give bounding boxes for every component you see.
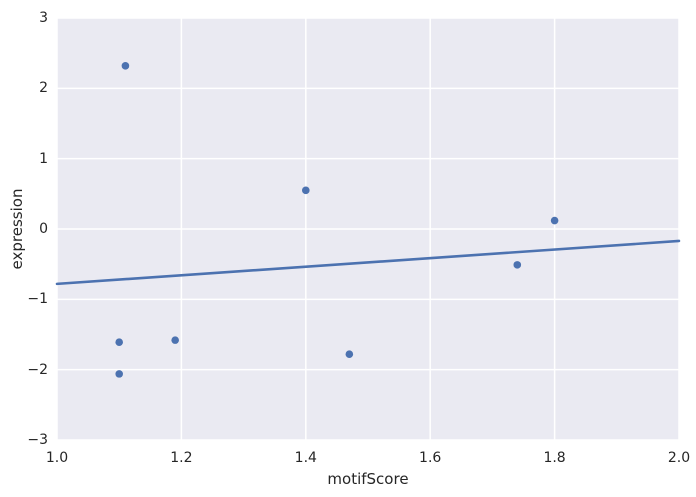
y-tick-label: −2 bbox=[27, 361, 48, 378]
data-point bbox=[513, 261, 522, 269]
y-tick-label: 1 bbox=[39, 150, 48, 167]
data-point bbox=[345, 350, 354, 358]
y-tick-label: −3 bbox=[27, 432, 48, 448]
data-point bbox=[115, 370, 123, 378]
x-tick-label: 1.8 bbox=[543, 450, 566, 466]
data-point bbox=[550, 216, 559, 225]
y-axis-label: expression bbox=[8, 188, 26, 270]
data-point bbox=[115, 338, 123, 347]
x-tick-label: 1.6 bbox=[419, 450, 442, 466]
data-point bbox=[171, 336, 179, 344]
y-tick-label: 0 bbox=[39, 221, 48, 237]
x-axis-label: motifScore bbox=[327, 470, 409, 488]
regression-line bbox=[55, 239, 681, 286]
y-tick-label: −1 bbox=[27, 291, 48, 308]
data-point bbox=[302, 186, 310, 195]
x-tick-label: 1.2 bbox=[170, 450, 193, 466]
data-point bbox=[121, 62, 130, 70]
x-tick-label: 2.0 bbox=[667, 450, 691, 466]
y-tick-label: 2 bbox=[39, 80, 48, 97]
x-tick-label: 1.0 bbox=[45, 450, 69, 466]
y-tick-label: 3 bbox=[39, 10, 48, 26]
x-tick-label: 1.4 bbox=[294, 450, 317, 466]
